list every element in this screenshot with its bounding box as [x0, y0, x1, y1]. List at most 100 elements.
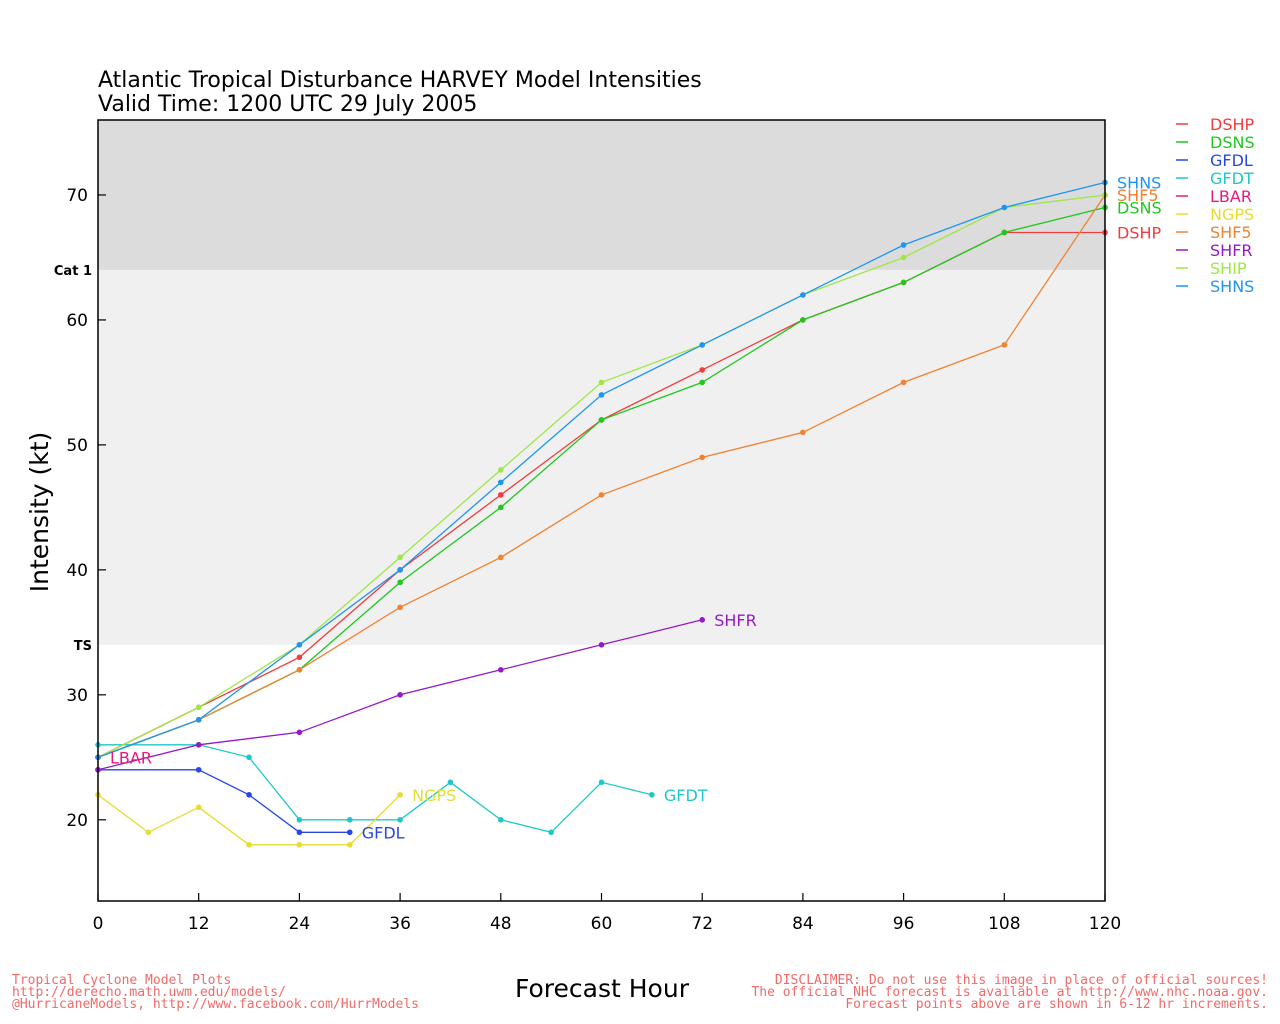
data-point-dsns	[598, 417, 605, 423]
footer-credit-social[interactable]: @HurricaneModels, http://www.facebook.co…	[12, 997, 419, 1012]
end-label-shfr: SHFR	[714, 611, 757, 630]
data-point-ngps	[195, 804, 202, 811]
x-tick-label: 84	[792, 914, 814, 934]
data-point-shns	[195, 717, 202, 723]
data-point-dshp	[498, 492, 504, 498]
data-point-dshp	[296, 654, 303, 661]
data-point-shf5	[699, 454, 705, 461]
legend-entry-shfr: SHFR	[1210, 241, 1253, 260]
footer-disclaimer: DISCLAIMER: Do not use this image in pla…	[751, 973, 1268, 1012]
x-tick-label: 36	[389, 914, 411, 934]
footer-credits: Tropical Cyclone Model Plots http://dere…	[12, 974, 419, 1012]
x-tick-label: 72	[691, 914, 713, 934]
x-tick-label: 48	[490, 914, 512, 934]
data-point-dsns	[800, 317, 806, 323]
data-point-shns	[900, 242, 907, 248]
data-point-gfdt	[246, 754, 252, 761]
legend-entry-shns: SHNS	[1210, 277, 1254, 296]
data-point-gfdl	[346, 829, 353, 836]
end-label-gfdl: GFDL	[362, 823, 405, 842]
series-gfdt	[95, 742, 655, 836]
data-point-ship	[498, 467, 504, 473]
data-point-shf5	[397, 604, 403, 611]
data-point-gfdt	[346, 816, 353, 823]
data-point-shfr	[498, 667, 504, 673]
end-label-gfdt: GFDT	[664, 786, 708, 805]
legend-entry-lbar: LBAR	[1210, 187, 1252, 206]
band-label-ts: TS	[74, 639, 92, 654]
footer-credit-link[interactable]: http://derecho.math.uwm.edu/models/	[12, 985, 286, 1000]
x-tick-label: 24	[289, 914, 311, 934]
data-point-ship	[397, 554, 403, 561]
data-point-shns	[1001, 204, 1008, 211]
data-point-ship	[598, 379, 605, 386]
series-shfr	[95, 617, 705, 773]
data-point-gfdl	[246, 791, 252, 798]
end-label-dsns: DSNS	[1117, 198, 1162, 217]
y-tick-label: 60	[66, 311, 88, 331]
x-axis-label: Forecast Hour	[515, 974, 690, 1003]
data-point-gfdl	[195, 766, 202, 773]
data-point-shf5	[296, 667, 303, 673]
data-point-shf5	[498, 554, 504, 561]
data-point-shns	[397, 567, 403, 573]
chart-title: Atlantic Tropical Disturbance HARVEY Mod…	[98, 68, 702, 93]
data-point-shf5	[598, 492, 605, 498]
x-tick-label: 120	[1089, 914, 1121, 934]
intensity-bands: TS Cat 1	[54, 120, 1105, 654]
legend-entry-ship: SHIP	[1210, 259, 1247, 278]
data-point-ngps	[346, 841, 353, 848]
data-point-shns	[699, 342, 705, 348]
data-point-shfr	[195, 742, 202, 748]
data-point-dsns	[699, 379, 705, 386]
legend-entry-dsns: DSNS	[1210, 133, 1255, 152]
data-point-gfdt	[548, 829, 554, 836]
data-point-dshp	[699, 367, 705, 373]
disclaimer-line: DISCLAIMER: Do not use this image in pla…	[774, 973, 1268, 988]
data-point-shf5	[900, 379, 907, 386]
legend-entry-gfdl: GFDL	[1210, 151, 1253, 170]
data-point-gfdt	[598, 779, 605, 786]
disclaimer-line: Forecast points above are shown in 6-12 …	[845, 997, 1268, 1012]
legend-entry-ngps: NGPS	[1210, 205, 1254, 224]
disclaimer-line: The official NHC forecast is available a…	[751, 985, 1268, 1000]
data-point-shf5	[1001, 342, 1008, 348]
data-point-shfr	[296, 729, 303, 736]
data-point-ngps	[397, 791, 403, 798]
y-tick-label: 50	[66, 436, 88, 456]
data-point-shf5	[800, 429, 806, 436]
data-point-shfr	[397, 692, 403, 698]
data-point-shns	[296, 642, 303, 648]
data-point-gfdt	[397, 816, 403, 823]
data-point-shns	[800, 292, 806, 298]
series-end-labels: DSHP DSNS GFDL GFDT LBAR NGPS SHF5 SHFR SHNS	[110, 173, 1162, 842]
data-point-gfdl	[296, 829, 303, 836]
x-tick-label: 108	[988, 914, 1020, 934]
data-point-shns	[498, 479, 504, 486]
x-tick-label: 60	[591, 914, 613, 934]
band-label-cat-1: Cat 1	[54, 264, 92, 279]
data-point-ngps	[145, 829, 152, 836]
data-point-gfdt	[447, 779, 454, 786]
data-point-shfr	[598, 642, 605, 648]
band-ts	[98, 269, 1105, 645]
legend-entry-gfdt: GFDT	[1210, 169, 1254, 188]
end-label-dshp: DSHP	[1117, 223, 1162, 242]
data-point-dsns	[900, 279, 907, 286]
data-point-shns	[598, 392, 605, 398]
data-point-ship	[900, 254, 907, 261]
y-tick-label: 20	[66, 811, 88, 831]
legend-entry-dshp: DSHP	[1210, 115, 1255, 134]
data-point-ngps	[296, 841, 303, 848]
data-point-ship	[195, 704, 202, 711]
data-point-gfdt	[296, 816, 303, 823]
data-point-dsns	[1001, 229, 1008, 236]
end-label-ngps: NGPS	[412, 786, 456, 805]
chart-subtitle: Valid Time: 1200 UTC 29 July 2005	[98, 92, 477, 117]
data-point-dsns	[397, 579, 403, 586]
band-cat-1	[98, 120, 1105, 270]
y-tick-label: 30	[66, 686, 88, 706]
series-lines	[95, 179, 1108, 848]
